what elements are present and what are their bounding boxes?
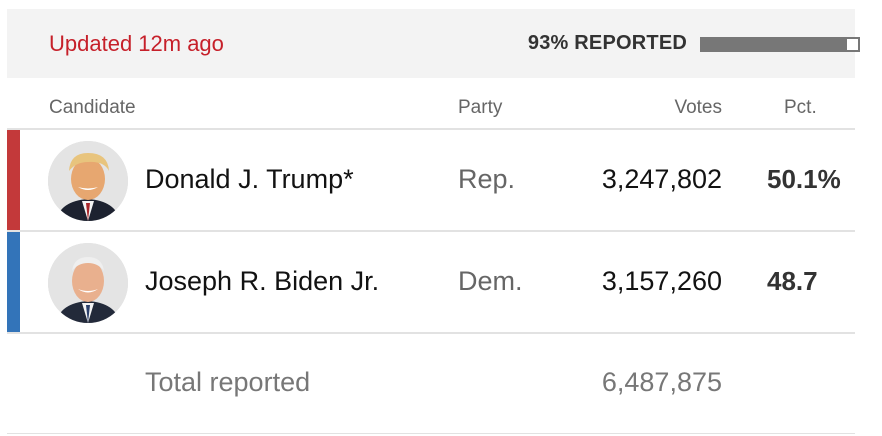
candidate-avatar (48, 141, 128, 221)
total-votes: 6,487,875 (601, 367, 722, 397)
party-color-bar (7, 130, 20, 230)
reporting-progress-fill (702, 39, 848, 50)
candidate-party: Dem. (458, 266, 523, 296)
trump-photo-icon (48, 141, 128, 221)
election-results-widget: Updated 12m ago 93% REPORTED Candidate P… (7, 9, 860, 434)
candidate-votes: 3,157,260 (601, 266, 722, 296)
column-header-party: Party (458, 97, 503, 118)
candidate-avatar (48, 243, 128, 323)
row-divider (7, 332, 855, 334)
total-label: Total reported (145, 367, 311, 397)
column-header-votes: Votes (674, 97, 722, 118)
candidate-pct: 50.1% (767, 164, 841, 194)
column-header-candidate: Candidate (49, 97, 136, 118)
row-divider (7, 230, 855, 232)
header-divider (7, 128, 855, 130)
table-row: Joseph R. Biden Jr. Dem. 3,157,260 48.7 (7, 232, 855, 332)
party-color-bar (7, 232, 20, 332)
biden-photo-icon (48, 243, 128, 323)
candidate-pct: 48.7 (767, 266, 818, 296)
candidate-name: Joseph R. Biden Jr. (145, 266, 380, 296)
column-header-pct: Pct. (784, 97, 817, 118)
candidate-name: Donald J. Trump* (145, 164, 354, 194)
updated-timestamp: Updated 12m ago (49, 31, 224, 56)
table-row: Donald J. Trump* Rep. 3,247,802 50.1% (7, 130, 855, 230)
candidate-votes: 3,247,802 (601, 164, 722, 194)
reported-percentage: 93% REPORTED (527, 32, 687, 54)
status-bar: Updated 12m ago 93% REPORTED (7, 9, 860, 78)
reporting-progress-bar (700, 37, 860, 52)
total-row: Total reported 6,487,875 (7, 359, 855, 419)
candidate-party: Rep. (458, 164, 516, 194)
